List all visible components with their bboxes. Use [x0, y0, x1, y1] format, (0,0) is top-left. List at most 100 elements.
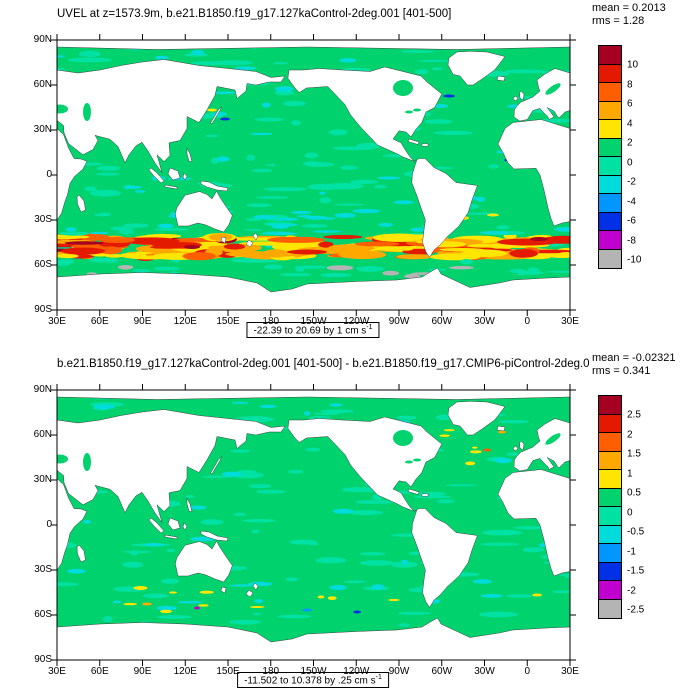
colorbar-cell [599, 46, 621, 65]
colorbar-cell [599, 175, 621, 194]
land-layer [57, 390, 570, 660]
lon-tick-label: 30W [474, 316, 495, 327]
colorbar-cell [599, 433, 621, 452]
lon-tick-label: 60E [90, 666, 109, 677]
colorbar-tick-label: -2 [627, 585, 636, 596]
lon-tick-label: 90E [133, 316, 152, 327]
range-exponent: -1 [375, 674, 382, 681]
map-layers [57, 390, 570, 660]
world-map-top [51, 34, 576, 316]
lon-tick-label: 30E [561, 316, 579, 327]
colorbar-tick-label: -10 [627, 254, 642, 266]
lon-tick-label: 120W [343, 316, 370, 327]
lon-tick-label: 90E [133, 666, 152, 677]
lon-tick-label: 30E [48, 316, 66, 327]
colorbar-cell [599, 562, 621, 581]
colorbar-bottom [598, 395, 622, 619]
lon-tick-label: 0 [524, 666, 531, 677]
lon-tick-label: 150W [300, 666, 327, 677]
colorbar-tick-label: -6 [627, 215, 636, 227]
mean-value: mean = 0.2013 [592, 2, 666, 14]
lon-tick-label: 120E [173, 666, 197, 677]
colorbar-cell [599, 525, 621, 544]
colorbar-tick-label: -1 [627, 546, 636, 557]
lon-tick-label: 30E [561, 666, 579, 677]
panel-title: b.e21.B1850.f19_g17.127kaControl-2deg.00… [57, 358, 590, 370]
colorbar-cell [599, 157, 621, 176]
colorbar-cell [599, 414, 621, 433]
lat-tick-label: 90S [34, 304, 52, 315]
lon-tick-label: 60E [90, 316, 109, 327]
lat-tick-label: 60S [34, 259, 52, 270]
lon-tick-label: 90W [388, 316, 410, 327]
colorbar-cell [599, 581, 621, 600]
colorbar-cell [599, 212, 621, 231]
range-text: -11.502 to 10.378 by .25 cm s [244, 675, 376, 687]
colorbar-tick-label: 2.5 [627, 409, 641, 421]
lat-tick-label: 60N [33, 79, 52, 90]
colorbar-cell [599, 138, 621, 157]
lat-tick-label: 90N [33, 384, 52, 395]
colorbar-cell [599, 544, 621, 563]
stats-block: mean = -0.02321 rms = 0.341 [592, 352, 675, 377]
rms-value: rms = 0.341 [592, 364, 651, 377]
colorbar-tick-label: 1 [627, 468, 633, 479]
colorbar-cell [599, 599, 621, 618]
lon-tick-label: 90W [388, 666, 410, 677]
map-layers [57, 40, 570, 310]
colorbar-cell [599, 470, 621, 489]
lon-tick-label: 120W [343, 666, 370, 677]
colorbar-cell [599, 507, 621, 526]
colorbar-cell [599, 231, 621, 250]
colorbar-cell [599, 120, 621, 139]
colorbar-top [598, 45, 622, 269]
colorbar-cell [599, 101, 621, 120]
colorbar-tick-label: 0 [627, 507, 633, 518]
rms-value: rms = 1.28 [592, 14, 645, 27]
colorbar-tick-label: -8 [627, 235, 636, 246]
contour-range-label: -22.39 to 20.69 by 1 cm s-1 [246, 322, 380, 339]
lon-tick-label: 180 [262, 666, 280, 677]
colorbar-tick-label: -2 [627, 176, 636, 188]
colorbar-cell [599, 488, 621, 507]
lat-tick-label: 30S [34, 564, 52, 575]
colorbar-tick-label: -4 [627, 196, 636, 207]
colorbar-tick-label: 2 [627, 137, 633, 149]
lat-tick-label: 60S [34, 609, 52, 620]
range-exponent: -1 [366, 324, 373, 331]
panel-title: UVEL at z=1573.9m, b.e21.B1850.f19_g17.1… [57, 8, 452, 20]
colorbar-tick-label: 4 [627, 118, 633, 129]
lat-tick-label: 30N [33, 124, 52, 135]
lon-tick-label: 60W [431, 316, 453, 327]
lon-tick-label: 60W [431, 666, 453, 677]
colorbar-tick-label: 6 [627, 98, 633, 110]
lat-tick-label: 0 [46, 519, 52, 530]
colorbar-cell [599, 194, 621, 213]
range-text: -22.39 to 20.69 by 1 cm s [253, 325, 367, 337]
lon-tick-label: 120E [173, 316, 197, 327]
colorbar-cell [599, 83, 621, 102]
colorbar-cell [599, 396, 621, 415]
colorbar-tick-label: -0.5 [627, 526, 645, 538]
colorbar-tick-label: 0.5 [627, 487, 641, 499]
colorbar-tick-label: 2 [627, 429, 633, 440]
mean-value: mean = -0.02321 [592, 352, 676, 364]
tick-marks [51, 34, 576, 316]
contour-range-label: -11.502 to 10.378 by .25 cm s-1 [237, 672, 389, 689]
colorbar-tick-label: -2.5 [627, 604, 645, 616]
lon-tick-label: 30W [474, 666, 495, 677]
tick-marks [51, 384, 576, 666]
world-map-bottom [51, 384, 576, 666]
lon-tick-label: 0 [524, 316, 531, 327]
lat-tick-label: 30S [34, 214, 52, 225]
colorbar-tick-label: 8 [627, 79, 633, 90]
lat-tick-label: 90S [34, 654, 52, 665]
colorbar-tick-label: 10 [627, 59, 639, 71]
lat-tick-label: 0 [46, 169, 52, 180]
colorbar-cell [599, 451, 621, 470]
colorbar-cell [599, 64, 621, 83]
colorbar-tick-label: 0 [627, 157, 633, 168]
lon-tick-label: 150E [216, 666, 240, 677]
